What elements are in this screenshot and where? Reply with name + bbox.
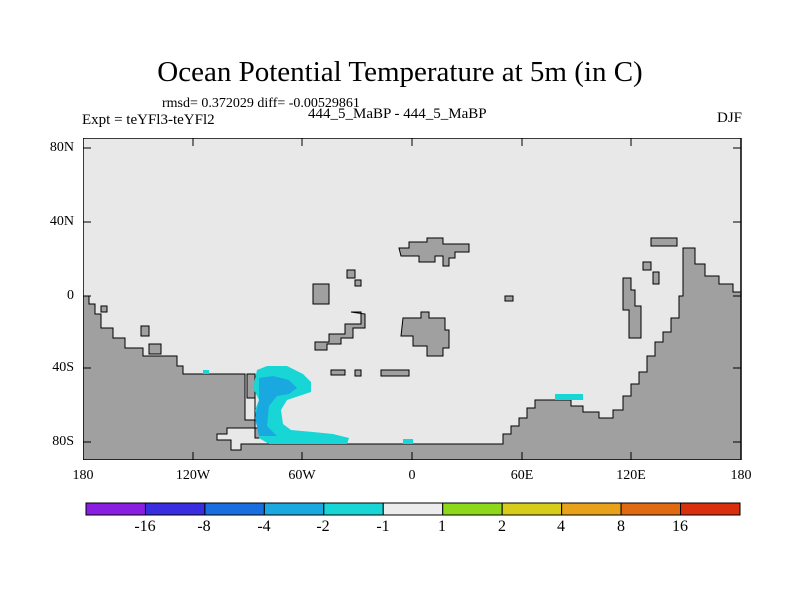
land-island-11: [622, 277, 642, 339]
colorbar-swatch-6: [382, 502, 444, 516]
land-island-3: [148, 343, 162, 355]
colorbar-label-3: -4: [257, 518, 271, 535]
colorbar-label-8: 4: [557, 518, 565, 535]
x-tick-120w: 120W: [175, 468, 211, 483]
colorbar: [85, 502, 741, 516]
land-west: [83, 247, 742, 460]
x-tick-180e: 180: [730, 468, 752, 483]
x-tick-0: 0: [408, 468, 416, 483]
land-island-12: [642, 261, 652, 271]
land-island-7: [330, 369, 346, 376]
colorbar-label-10: 16: [672, 518, 688, 535]
colorbar-swatch-2: [144, 502, 206, 516]
land-island-2: [140, 325, 150, 337]
y-tick-40n: 40N: [49, 214, 74, 229]
colorbar-swatch-1: [85, 502, 146, 516]
land-island-8: [354, 369, 362, 377]
season-label: DJF: [716, 110, 742, 126]
land-island-5: [346, 269, 362, 287]
y-tick-0: 0: [67, 288, 74, 303]
colorbar-label-9: 8: [617, 518, 625, 535]
colorbar-label-2: -8: [197, 518, 211, 535]
colorbar-label-5: -1: [376, 518, 390, 535]
anomaly-patch-small-3: [555, 394, 583, 400]
colorbar-swatch-3: [204, 502, 265, 516]
land-island-10: [504, 295, 514, 302]
anomaly-patch-small-2: [403, 439, 413, 444]
land-island-4: [312, 283, 330, 305]
y-tick-80n: 80N: [49, 140, 74, 155]
land-island-9: [380, 369, 410, 377]
y-axis-ticks: [83, 147, 741, 443]
x-tick-60w: 60W: [288, 468, 316, 483]
land-island-13: [652, 271, 660, 285]
land-east-africa-asia-b: [400, 311, 450, 357]
land-island-1: [100, 305, 108, 313]
y-tick-40s: 40S: [52, 360, 74, 375]
map-frame: [83, 138, 742, 460]
colorbar-label-7: 2: [498, 518, 506, 535]
y-tick-80s: 80S: [52, 434, 74, 449]
colorbar-swatch-4: [263, 502, 325, 516]
colorbar-label-4: -2: [316, 518, 330, 535]
colorbar-swatch-9: [561, 502, 622, 516]
land-island-14: [650, 237, 678, 247]
colorbar-swatch-7: [442, 502, 503, 516]
x-tick-180w: 180: [72, 468, 94, 483]
cases-label: 444_5_MaBP - 444_5_MaBP: [308, 106, 487, 122]
land-east-africa-asia-a: [398, 237, 470, 267]
colorbar-swatch-8: [501, 502, 563, 516]
stats-label: rmsd= 0.372029 diff= -0.00529861: [162, 96, 360, 111]
plot-title: Ocean Potential Temperature at 5m (in C): [157, 56, 643, 88]
land-island-6: [314, 311, 366, 351]
x-tick-60e: 60E: [510, 468, 534, 483]
colorbar-swatch-5: [323, 502, 384, 516]
colorbar-label-1: -16: [134, 518, 156, 535]
anomaly-patch-core: [255, 376, 297, 436]
x-axis-ticks: [192, 138, 632, 460]
x-tick-120e: 120E: [616, 468, 646, 483]
anomaly-patch-small-1: [203, 370, 209, 374]
colorbar-swatch-10: [620, 502, 682, 516]
colorbar-swatch-11: [680, 502, 741, 516]
map-plot: [83, 138, 742, 460]
experiment-label: Expt = teYFl3-teYFl2: [82, 112, 215, 128]
colorbar-label-6: 1: [438, 518, 446, 535]
